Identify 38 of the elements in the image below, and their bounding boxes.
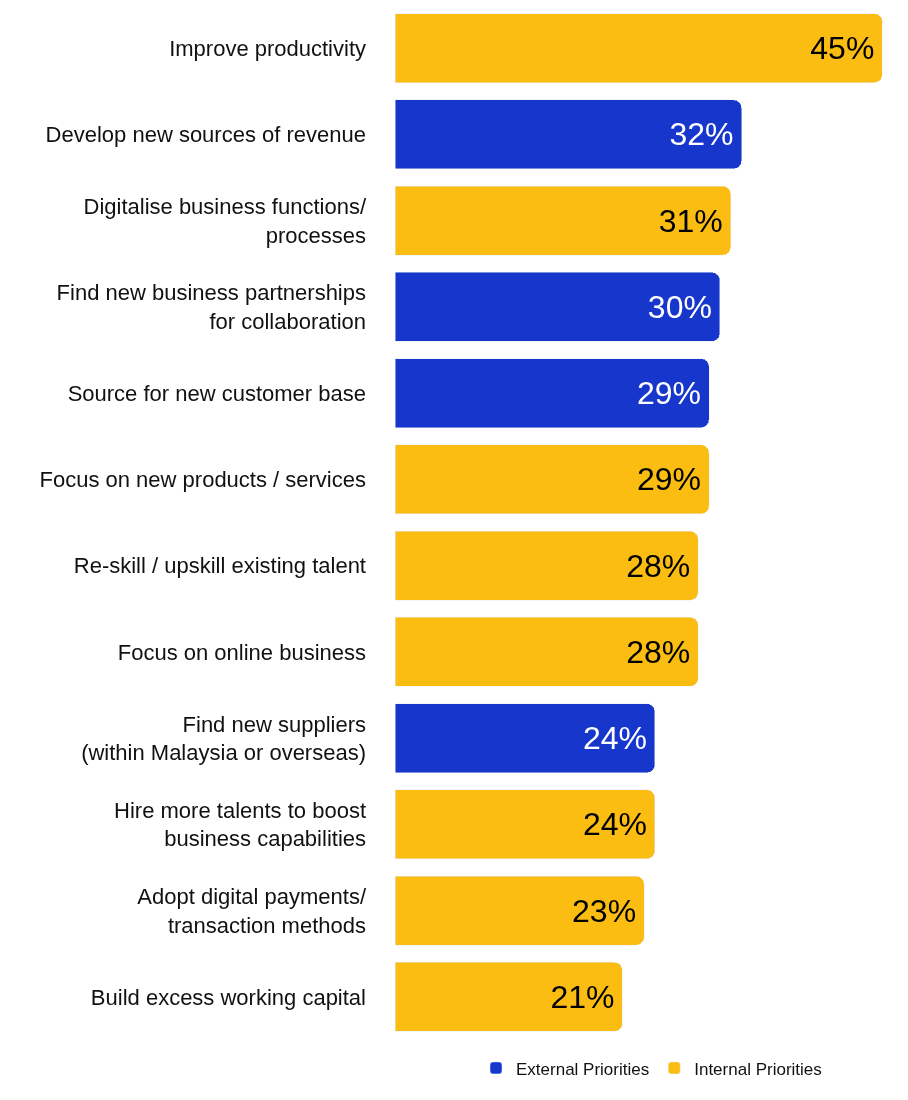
y-tick-label: Hire more talents to boost business capabilities bbox=[114, 797, 366, 852]
y-tick-label: Build excess working capital bbox=[90, 984, 366, 1010]
y-tick-label: Improve productivity bbox=[169, 35, 366, 61]
y-tick-label: Digitalise business functions/ processes bbox=[83, 194, 367, 248]
y-tick-label: Focus on new products / services bbox=[39, 467, 366, 493]
bar bbox=[395, 617, 699, 687]
data-label: 28% bbox=[626, 633, 691, 670]
data-label: 21% bbox=[550, 978, 615, 1015]
y-tick-label: Focus on online business bbox=[117, 639, 366, 665]
legend-label: External Priorities bbox=[516, 1059, 650, 1079]
y-tick-label: Source for new customer base bbox=[67, 380, 366, 406]
data-label: 29% bbox=[637, 375, 702, 412]
data-label: 24% bbox=[582, 806, 647, 843]
bar bbox=[395, 875, 645, 946]
bar bbox=[395, 530, 699, 601]
y-tick-label: Adopt digital payments/ transaction methods bbox=[137, 884, 367, 938]
bar bbox=[395, 444, 710, 515]
bar bbox=[395, 962, 623, 1032]
y-tick-label: Develop new sources of revenue bbox=[45, 122, 366, 148]
bar bbox=[395, 789, 656, 860]
y-tick-label: Re-skill / upskill existing talent bbox=[73, 553, 366, 579]
bar bbox=[395, 703, 656, 773]
y-tick-label: Find new business partnerships for collaboration bbox=[56, 280, 366, 334]
data-label: 30% bbox=[647, 288, 712, 325]
bar bbox=[395, 358, 710, 428]
bar bbox=[395, 13, 883, 83]
data-label: 45% bbox=[810, 30, 875, 67]
data-label: 29% bbox=[637, 461, 702, 498]
bar bbox=[395, 272, 721, 342]
data-label: 24% bbox=[582, 720, 647, 757]
data-label: 23% bbox=[572, 892, 637, 929]
bar bbox=[395, 99, 742, 170]
data-label: 32% bbox=[669, 116, 734, 153]
legend-label: Internal Priorities bbox=[694, 1059, 822, 1079]
data-label: 28% bbox=[626, 547, 691, 584]
y-tick-label: Find new suppliers (within Malaysia or overseas) bbox=[81, 711, 366, 766]
bar bbox=[395, 185, 731, 256]
data-label: 31% bbox=[658, 202, 723, 239]
